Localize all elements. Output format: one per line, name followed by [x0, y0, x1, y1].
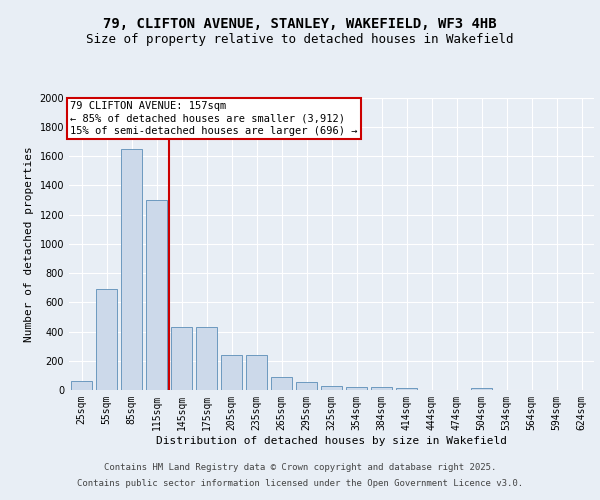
Text: Size of property relative to detached houses in Wakefield: Size of property relative to detached ho…: [86, 32, 514, 46]
Bar: [246, 355, 267, 390]
Bar: [396, 388, 417, 390]
Bar: [171, 327, 192, 390]
Bar: [346, 387, 367, 390]
Bar: [371, 388, 392, 390]
Y-axis label: Number of detached properties: Number of detached properties: [24, 146, 34, 342]
Bar: [296, 382, 317, 390]
Bar: [71, 381, 92, 390]
Bar: [471, 388, 492, 390]
Bar: [146, 200, 167, 390]
Bar: [196, 327, 217, 390]
Text: Contains HM Land Registry data © Crown copyright and database right 2025.: Contains HM Land Registry data © Crown c…: [104, 464, 496, 472]
Bar: [221, 355, 242, 390]
Bar: [121, 148, 142, 390]
Text: 79 CLIFTON AVENUE: 157sqm
← 85% of detached houses are smaller (3,912)
15% of se: 79 CLIFTON AVENUE: 157sqm ← 85% of detac…: [70, 101, 358, 136]
Bar: [271, 377, 292, 390]
Bar: [321, 386, 342, 390]
Bar: [96, 289, 117, 390]
X-axis label: Distribution of detached houses by size in Wakefield: Distribution of detached houses by size …: [156, 436, 507, 446]
Text: Contains public sector information licensed under the Open Government Licence v3: Contains public sector information licen…: [77, 478, 523, 488]
Text: 79, CLIFTON AVENUE, STANLEY, WAKEFIELD, WF3 4HB: 79, CLIFTON AVENUE, STANLEY, WAKEFIELD, …: [103, 18, 497, 32]
